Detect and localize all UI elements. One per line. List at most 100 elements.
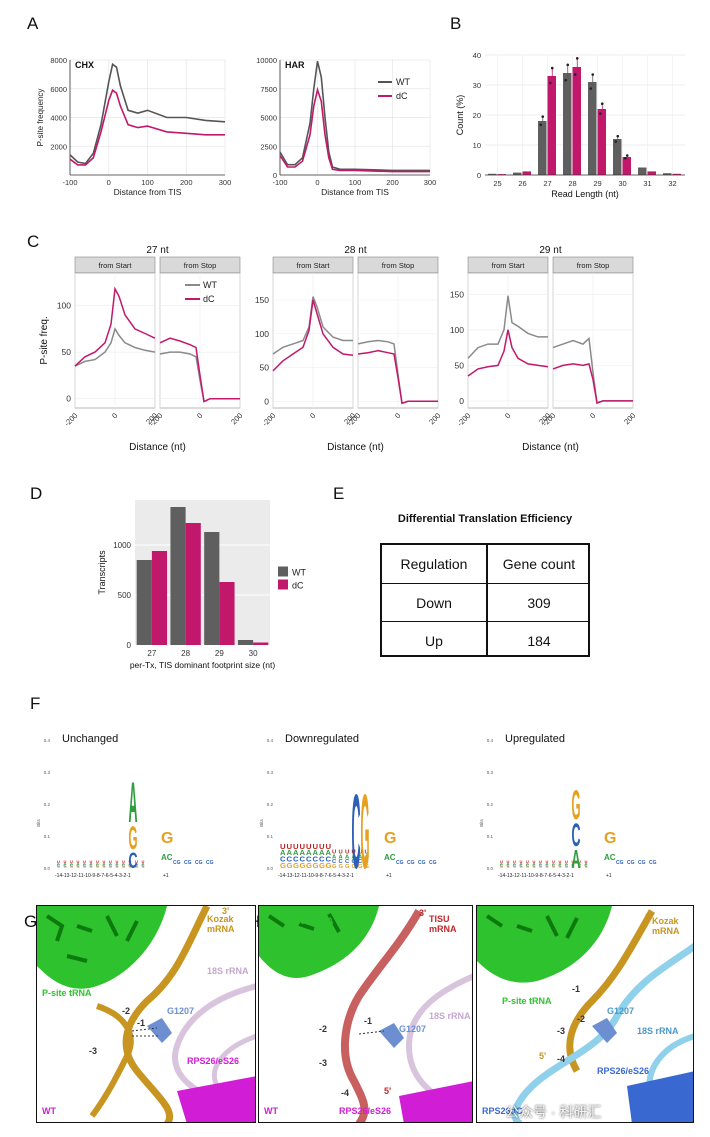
logo-letter: G xyxy=(526,864,529,869)
tick-label: 6000 xyxy=(50,85,67,94)
tick-label: 25 xyxy=(493,179,501,188)
replicate-point xyxy=(589,87,593,90)
table-cell: 184 xyxy=(527,633,551,649)
logo-letter: G xyxy=(116,864,119,869)
logo-letter: CG xyxy=(184,860,192,866)
tick-label: 150 xyxy=(450,289,464,299)
logo-letter: C xyxy=(358,859,363,865)
logo-letter: C xyxy=(287,855,293,864)
tick-label: 0 xyxy=(588,411,597,420)
logo-letter: U xyxy=(77,859,80,864)
logo-letter: U xyxy=(300,842,306,851)
tick-label: 20 xyxy=(473,111,481,120)
logo-letter: AC xyxy=(384,853,396,862)
x-axis-label: Distance from TIS xyxy=(114,187,182,197)
position-labels: +1 xyxy=(606,873,612,879)
replicate-point xyxy=(550,66,554,70)
replicate-point xyxy=(616,134,620,138)
logo-letter: G xyxy=(500,864,503,869)
replicate-point xyxy=(614,140,618,143)
label-g1207: G1207 xyxy=(607,1006,635,1016)
logo-letter: G xyxy=(122,864,125,869)
logo-title: Upregulated xyxy=(505,733,565,745)
logo-letter: C xyxy=(109,862,112,867)
tick-label: 50 xyxy=(62,347,72,357)
logo-letter: C xyxy=(513,862,516,867)
replicate-point xyxy=(539,123,543,127)
logo-letter: G xyxy=(96,864,99,869)
logo-letter: A xyxy=(500,861,503,866)
label-minus2: -2 xyxy=(577,1014,586,1024)
bar-WT-32 xyxy=(663,173,672,175)
tick-label: 0.3 xyxy=(267,770,274,775)
tick-label: 150 xyxy=(255,295,269,305)
logo-letter: G xyxy=(109,864,112,869)
logo-letter: C xyxy=(565,862,568,867)
tick-label: 26 xyxy=(518,179,526,188)
table-cell: Up xyxy=(425,633,443,649)
logo-letter: G xyxy=(280,861,286,870)
logo-letter: C xyxy=(339,859,344,865)
position-labels: -14-13-12-11-10-9-8-7-6-5-4-3-2-1 xyxy=(498,873,574,879)
tick-label: 0 xyxy=(308,411,317,420)
label-minus4: -4 xyxy=(341,1088,350,1098)
series-line-dC xyxy=(159,337,240,403)
logo-letter: A xyxy=(90,861,93,866)
te-table: Regulation Gene count Down 309 Up 184 xyxy=(380,543,590,657)
logo-letter: G xyxy=(300,861,306,870)
tick-label: 1000 xyxy=(113,541,131,550)
tick-label: -100 xyxy=(62,178,77,187)
label-kozak-mrna: Kozak mRNA xyxy=(652,916,680,936)
label-rps26: RPS26/eS26 xyxy=(187,1056,240,1066)
logo-letter: CG xyxy=(649,860,657,866)
logo-letter: CG xyxy=(173,860,181,866)
tick-label: 0 xyxy=(66,394,71,404)
table-header-row: Regulation Gene count xyxy=(382,545,588,583)
tick-label: -200 xyxy=(260,411,277,428)
y-axis-label: P-site frequency xyxy=(36,89,45,147)
tick-label: 0 xyxy=(127,641,132,650)
label-wt: WT xyxy=(264,1106,278,1116)
y-axis-label: Count (%) xyxy=(455,95,465,136)
bar-dC-30 xyxy=(253,642,269,645)
logo-letter: A xyxy=(306,848,312,857)
label-minus3: -3 xyxy=(89,1046,98,1056)
logo-letter-major: C xyxy=(352,773,361,885)
logo-letter: C xyxy=(319,855,325,864)
x-axis-label: Distance from TIS xyxy=(321,187,389,197)
logo-letter: U xyxy=(319,842,325,851)
logo-letter: G xyxy=(135,864,138,869)
bar-WT-29 xyxy=(204,532,220,645)
logo-letter: CG xyxy=(206,860,214,866)
logo-letter: G xyxy=(319,861,325,870)
replicate-point xyxy=(548,81,552,85)
logo-letter: A xyxy=(129,861,132,866)
tick-label: 100 xyxy=(57,301,71,311)
logo-letter: A xyxy=(533,861,536,866)
logo-letter: A xyxy=(109,861,112,866)
x-axis-label: Read Length (nt) xyxy=(551,189,619,199)
table-header-cell: Gene count xyxy=(502,556,576,572)
label-18s-rrna: 18S rRNA xyxy=(637,1026,679,1036)
panel-a-chx-chart: 2000 4000 6000 8000 -100 0 100 200 300 CHX Distanc… xyxy=(36,56,231,197)
logo-letter: C xyxy=(83,862,86,867)
tick-label: -200 xyxy=(62,411,79,428)
logo-letter: A xyxy=(300,848,306,857)
bar-dC-27 xyxy=(151,551,168,645)
table-cell: Down xyxy=(416,595,452,611)
logo-letter: U xyxy=(552,859,555,864)
logo-letter: C xyxy=(103,862,106,867)
tick-label: 100 xyxy=(255,329,269,339)
bar-WT-27 xyxy=(538,121,547,175)
series-line-WT xyxy=(467,295,548,359)
series-line-dC xyxy=(69,88,225,166)
logo-letter: C xyxy=(57,862,60,867)
logo-letter-major: G xyxy=(129,820,138,856)
logo-letter: CG xyxy=(627,860,635,866)
logo-letter: A xyxy=(57,861,60,866)
logo-letter: A xyxy=(77,861,80,866)
logo-letter: A xyxy=(546,861,549,866)
label-g1207: G1207 xyxy=(399,1024,427,1034)
tick-label: 4000 xyxy=(50,114,67,123)
